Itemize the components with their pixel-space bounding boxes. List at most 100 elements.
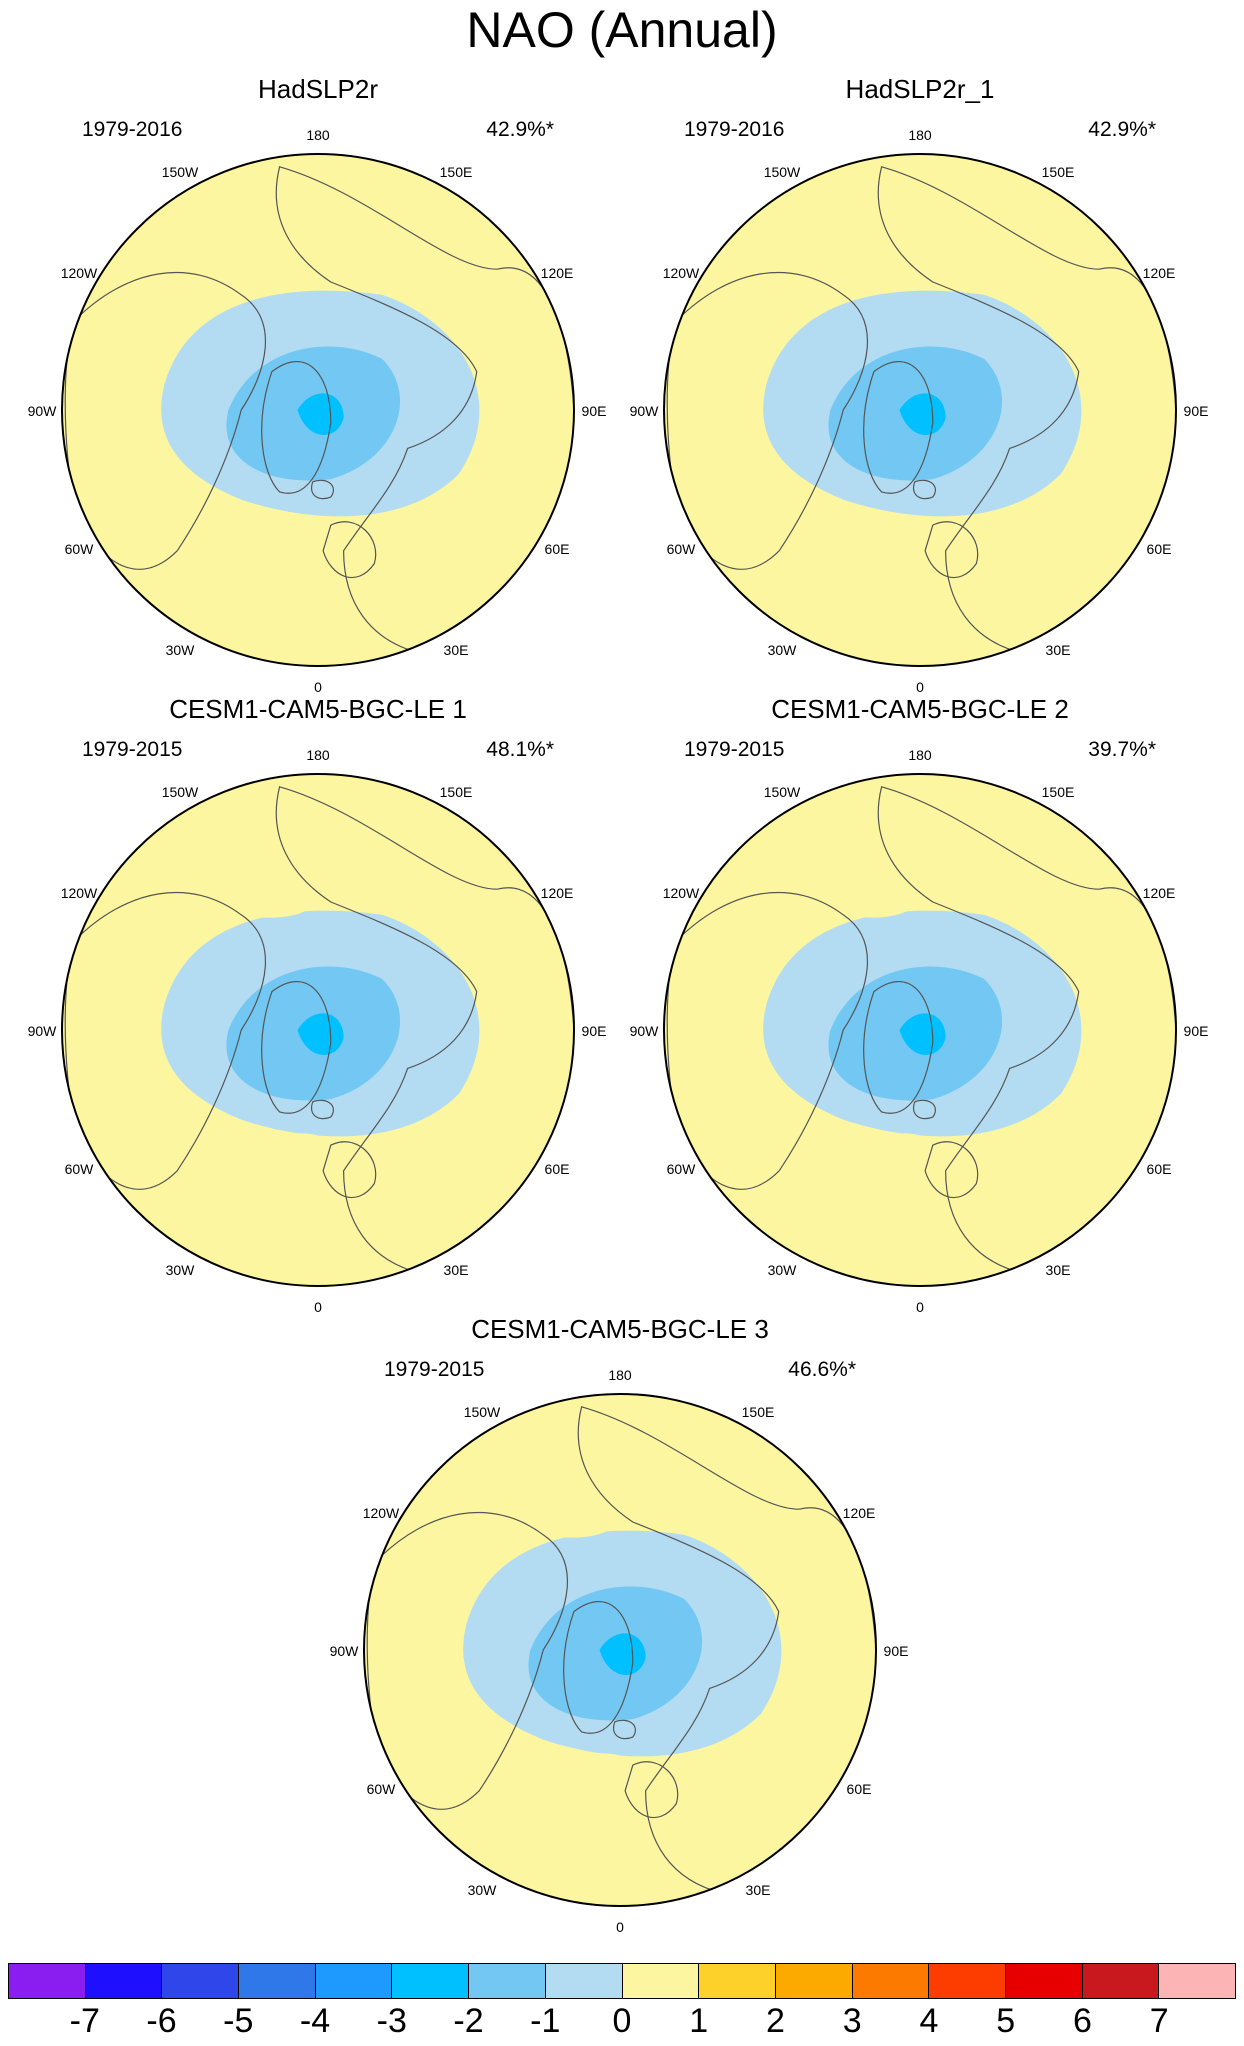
longitude-label: 120W [363, 1505, 400, 1521]
colorbar-box [698, 1963, 776, 1999]
longitude-label: 150E [1042, 784, 1075, 800]
coastline [261, 361, 332, 494]
longitude-label: 0 [314, 679, 322, 695]
panel-title: HadSLP2r_1 [846, 74, 995, 104]
map-panels: HadSLP2r 1979-2016 42.9%* 180 150E 120E 90E 60E… [28, 74, 1209, 1935]
colorbar-label: -2 [453, 2002, 484, 2040]
coastline [311, 1099, 334, 1120]
longitude-label: 90E [582, 1023, 607, 1039]
map-border [61, 773, 575, 1287]
map-fields [664, 154, 1176, 666]
coastline [563, 1601, 634, 1734]
map-fields [364, 1394, 876, 1906]
longitude-label: 150W [464, 1404, 501, 1420]
figure-title: NAO (Annual) [466, 2, 778, 58]
colorbar-label: -1 [530, 2002, 561, 2040]
panel-variance: 48.1%* [486, 738, 554, 761]
longitude-label: 60W [367, 1781, 397, 1797]
map-border [363, 1393, 877, 1907]
colorbar-boxes [8, 1963, 1236, 1999]
colorbar-label: 7 [1149, 2002, 1169, 2040]
colorbar-label: -7 [69, 2002, 100, 2040]
longitude-label: 90W [28, 1023, 58, 1039]
longitude-label: 120E [541, 265, 574, 281]
longitude-label: 60E [1147, 1161, 1172, 1177]
colorbar-label: 5 [996, 2002, 1016, 2040]
panel-title: HadSLP2r [258, 74, 378, 104]
map-fields [62, 154, 574, 666]
longitude-label: 150E [440, 784, 473, 800]
longitude-label: 180 [608, 1367, 632, 1383]
longitude-label: 30W [468, 1882, 498, 1898]
longitude-label: 90E [884, 1643, 909, 1659]
colorbar-label: 1 [689, 2002, 709, 2040]
colorbar-label: 0 [612, 2002, 632, 2040]
longitude-label: 150E [1042, 164, 1075, 180]
coastline [913, 479, 936, 500]
longitude-label: 180 [306, 747, 330, 763]
longitude-label: 60W [667, 1161, 697, 1177]
colorbar-box [161, 1963, 240, 1999]
panel-title: CESM1-CAM5-BGC-LE 1 [169, 694, 467, 724]
map-panel-5: CESM1-CAM5-BGC-LE 3 1979-2015 46.6%* 180 150… [330, 1314, 909, 1935]
panel-variance: 39.7%* [1088, 738, 1156, 761]
longitude-label: 30E [444, 642, 469, 658]
longitude-label: 30W [166, 1262, 196, 1278]
longitude-label: 30E [746, 1882, 771, 1898]
colorbar-label: 4 [919, 2002, 939, 2040]
contour-level--3 [899, 393, 946, 436]
longitude-label: 30E [444, 1262, 469, 1278]
coastline [877, 166, 1176, 654]
map-panel-1: HadSLP2r 1979-2016 42.9%* 180 150E 120E 90E 60E… [28, 74, 607, 695]
longitude-label: 180 [908, 127, 932, 143]
map-border [663, 773, 1177, 1287]
panel-title: CESM1-CAM5-BGC-LE 3 [471, 1314, 769, 1344]
panel-period: 1979-2016 [82, 118, 182, 141]
longitude-label: 90W [330, 1643, 360, 1659]
coastline [913, 1099, 936, 1120]
colorbar-label: 6 [1073, 2002, 1092, 2040]
longitude-label: 150W [764, 784, 801, 800]
coastline [624, 1761, 679, 1819]
coastline [275, 166, 574, 654]
colorbar-box [238, 1963, 316, 1999]
longitude-label: 120W [61, 885, 98, 901]
colorbar-box [391, 1963, 470, 1999]
longitude-label: 0 [916, 679, 924, 695]
coastline [924, 521, 979, 579]
longitude-label: 150W [162, 784, 199, 800]
colorbar-box [621, 1963, 700, 1999]
longitude-label: 120E [1143, 885, 1176, 901]
map-fields [62, 774, 574, 1286]
colorbar-box [314, 1963, 393, 1999]
longitude-label: 90E [1184, 403, 1209, 419]
longitude-label: 60E [545, 1161, 570, 1177]
longitude-label: 90E [1184, 1023, 1209, 1039]
longitude-label: 0 [916, 1299, 924, 1315]
colorbar-box [1081, 1963, 1160, 1999]
contour-level-1 [274, 1133, 334, 1162]
map-panel-3: CESM1-CAM5-BGC-LE 1 1979-2015 48.1%* 180 150… [28, 694, 607, 1315]
map-border [663, 153, 1177, 667]
map-fields [664, 774, 1176, 1286]
panel-period: 1979-2015 [684, 738, 784, 761]
longitude-label: 60E [847, 1781, 872, 1797]
contour-level--3 [599, 1633, 646, 1676]
longitude-label: 120E [541, 885, 574, 901]
coastline [924, 1141, 979, 1199]
longitude-label: 90W [630, 403, 660, 419]
contour-level--3 [297, 1013, 344, 1056]
contour-level-1 [876, 1133, 936, 1162]
colorbar-label: -4 [299, 2002, 331, 2040]
colorbar: -7 -6 -5 -4 -3 -2 -1 0 1 2 3 4 5 6 7 [8, 1963, 1236, 2046]
colorbar-box [84, 1963, 163, 1999]
longitude-label: 150W [764, 164, 801, 180]
contour-level--3 [297, 393, 344, 436]
colorbar-label: 2 [766, 2002, 785, 2040]
colorbar-box [468, 1963, 546, 1999]
coastline [613, 1719, 636, 1740]
coastline [275, 786, 574, 1274]
longitude-label: 30W [768, 1262, 798, 1278]
coastline [863, 981, 934, 1114]
